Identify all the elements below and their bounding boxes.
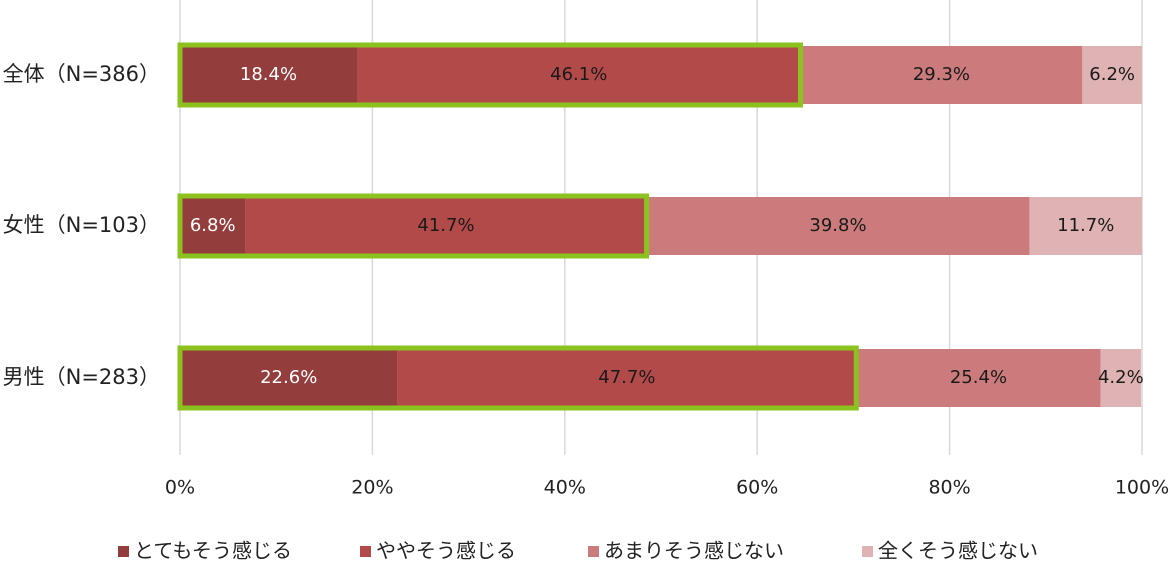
bar-segment (1029, 197, 1142, 255)
bar-segment (397, 349, 857, 407)
bar-segment (800, 46, 1083, 104)
x-tick-label: 20% (351, 477, 393, 499)
category-label: 全体（N=386） (3, 62, 160, 86)
bar-segment (245, 197, 647, 255)
highlight-box (177, 193, 650, 259)
bar-segment (180, 46, 358, 104)
bar-segment (646, 197, 1030, 255)
value-label: 11.7% (1057, 215, 1114, 236)
value-label: 25.4% (950, 367, 1007, 388)
highlight-box (177, 42, 803, 108)
value-label: 41.7% (417, 215, 474, 236)
value-label: 22.6% (260, 367, 317, 388)
value-label: 39.8% (809, 215, 866, 236)
legend-swatch (862, 546, 873, 557)
category-label: 男性（N=283） (3, 365, 160, 389)
x-tick-label: 60% (736, 477, 778, 499)
bar-segment (180, 349, 398, 407)
bar-segment (180, 197, 246, 255)
highlight-box (177, 345, 859, 411)
bar-segment (856, 349, 1101, 407)
x-tick-label: 80% (928, 477, 970, 499)
bar-segment (1082, 46, 1142, 104)
value-label: 6.8% (190, 215, 236, 236)
value-label: 47.7% (598, 367, 655, 388)
category-label: 女性（N=103） (3, 213, 160, 237)
legend-label: とてもそう感じる (134, 539, 292, 563)
value-label: 29.3% (913, 64, 970, 85)
bar-segment (1100, 349, 1142, 407)
value-label: 18.4% (240, 64, 297, 85)
value-label: 4.2% (1098, 367, 1144, 388)
legend-label: ややそう感じる (376, 539, 516, 563)
value-label: 46.1% (550, 64, 607, 85)
x-tick-label: 40% (544, 477, 586, 499)
legend-swatch (118, 546, 129, 557)
bar-segment (357, 46, 801, 104)
legend-swatch (588, 546, 599, 557)
legend-swatch (360, 546, 371, 557)
value-label: 6.2% (1089, 64, 1135, 85)
x-tick-label: 0% (165, 477, 195, 499)
legend-label: あまりそう感じない (604, 539, 784, 563)
x-tick-label: 100% (1115, 477, 1169, 499)
legend-label: 全くそう感じない (878, 539, 1038, 563)
